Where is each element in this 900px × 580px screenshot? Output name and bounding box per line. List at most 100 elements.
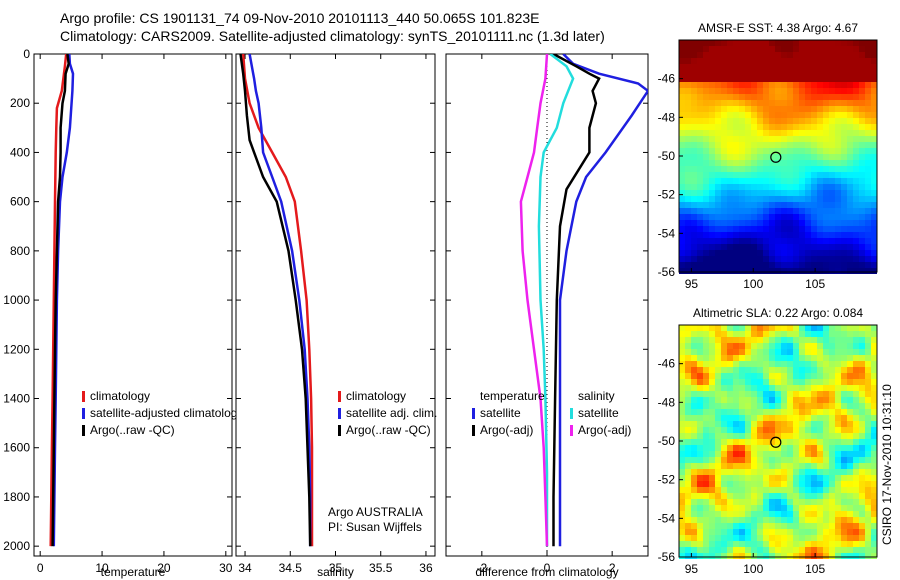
sla-map-cell bbox=[685, 355, 691, 361]
sst-map-cell bbox=[763, 226, 769, 232]
sst-map-cell bbox=[775, 70, 781, 76]
sla-map-cell bbox=[805, 481, 811, 487]
sla-map-cell bbox=[847, 331, 853, 337]
sst-map-cell bbox=[769, 232, 775, 238]
sst-map-cell bbox=[691, 232, 697, 238]
sla-map-cell bbox=[709, 517, 715, 523]
sla-map-cell bbox=[769, 427, 775, 433]
sst-map-cell bbox=[709, 172, 715, 178]
sst-map-cell bbox=[739, 232, 745, 238]
sla-map-cell bbox=[757, 385, 763, 391]
sst-map-cell bbox=[685, 208, 691, 214]
sst-map-cell bbox=[775, 202, 781, 208]
salinity-x-axis-label: salinity bbox=[317, 565, 354, 579]
sst-map-cell bbox=[739, 178, 745, 184]
sst-map-cell bbox=[757, 112, 763, 118]
sla-map-cell bbox=[709, 463, 715, 469]
sst-map-cell bbox=[799, 256, 805, 262]
sla-map-cell bbox=[847, 445, 853, 451]
sst-map-cell bbox=[685, 232, 691, 238]
sla-map-cell bbox=[733, 517, 739, 523]
sla-map-cell bbox=[709, 541, 715, 547]
sla-map-cell bbox=[727, 439, 733, 445]
sla-map-cell bbox=[793, 493, 799, 499]
sla-map-cell bbox=[679, 487, 685, 493]
legend-group-title: salinity bbox=[578, 389, 615, 403]
sla-map-cell bbox=[853, 511, 859, 517]
sla-map-cell bbox=[685, 553, 691, 559]
sla-map-cell bbox=[829, 535, 835, 541]
sst-map-cell bbox=[679, 64, 685, 70]
sst-map-cell bbox=[679, 52, 685, 58]
sst-map-cell bbox=[733, 40, 739, 46]
salinity-axes-box bbox=[235, 53, 436, 557]
sst-map-cell bbox=[841, 214, 847, 220]
sst-map-cell bbox=[823, 112, 829, 118]
sla-map-cell bbox=[865, 451, 871, 457]
sst-map-cell bbox=[847, 208, 853, 214]
sst-map-cell bbox=[733, 238, 739, 244]
sst-map-cell bbox=[805, 202, 811, 208]
sst-map-cell bbox=[859, 46, 865, 52]
sst-map-cell bbox=[697, 148, 703, 154]
sst-map-cell bbox=[751, 244, 757, 250]
sst-map-cell bbox=[781, 220, 787, 226]
sst-map-cell bbox=[805, 124, 811, 130]
sst-map-cell bbox=[799, 130, 805, 136]
sst-map-cell bbox=[793, 184, 799, 190]
sla-map-x-tick-label: 95 bbox=[685, 562, 699, 576]
sst-map-cell bbox=[715, 214, 721, 220]
sst-map-cell bbox=[853, 256, 859, 262]
temperature-x-tick-label: 0 bbox=[37, 561, 44, 575]
sst-map-cell bbox=[727, 160, 733, 166]
sst-map-cell bbox=[835, 226, 841, 232]
sst-map-cell bbox=[685, 82, 691, 88]
sla-map-cell bbox=[769, 445, 775, 451]
sla-map-cell bbox=[685, 439, 691, 445]
sst-map-cell bbox=[709, 136, 715, 142]
sst-map-cell bbox=[679, 46, 685, 52]
sst-map-cell bbox=[817, 196, 823, 202]
sla-map-cell bbox=[757, 451, 763, 457]
sst-map-cell bbox=[829, 184, 835, 190]
sla-map-cell bbox=[715, 409, 721, 415]
sla-map-cell bbox=[715, 445, 721, 451]
sla-map-cell bbox=[781, 499, 787, 505]
sla-map-x-tick-label: 100 bbox=[743, 562, 763, 576]
sst-map-cell bbox=[811, 118, 817, 124]
sst-map-cell bbox=[775, 58, 781, 64]
sst-map-cell bbox=[703, 70, 709, 76]
sla-map-cell bbox=[745, 409, 751, 415]
sst-map-cell bbox=[829, 76, 835, 82]
sst-map-cell bbox=[787, 148, 793, 154]
sla-map-cell bbox=[859, 487, 865, 493]
sst-map-cell bbox=[697, 130, 703, 136]
sst-map-cell bbox=[703, 76, 709, 82]
sla-map-cell bbox=[781, 445, 787, 451]
sst-map-cell bbox=[847, 232, 853, 238]
sla-map-cell bbox=[721, 445, 727, 451]
sla-map-cell bbox=[763, 331, 769, 337]
sla-map-cell bbox=[859, 535, 865, 541]
sla-map-cell bbox=[721, 415, 727, 421]
sst-map-cell bbox=[817, 52, 823, 58]
sla-map-cell bbox=[745, 541, 751, 547]
sla-map-cell bbox=[769, 481, 775, 487]
sla-map-cell bbox=[775, 361, 781, 367]
sla-map-cell bbox=[871, 373, 877, 379]
sst-map-cell bbox=[763, 232, 769, 238]
sst-map-cell bbox=[685, 226, 691, 232]
sst-map-cell bbox=[745, 256, 751, 262]
sla-map-cell bbox=[781, 373, 787, 379]
sst-map-cell bbox=[775, 154, 781, 160]
sla-map-cell bbox=[769, 367, 775, 373]
sla-map-cell bbox=[793, 535, 799, 541]
sst-map-cell bbox=[751, 250, 757, 256]
sla-map-cell bbox=[823, 553, 829, 559]
sla-map-cell bbox=[841, 379, 847, 385]
sst-map-cell bbox=[733, 172, 739, 178]
sla-map-cell bbox=[829, 325, 835, 331]
sla-map-cell bbox=[817, 397, 823, 403]
sst-map-cell bbox=[709, 148, 715, 154]
sst-map-cell bbox=[751, 100, 757, 106]
